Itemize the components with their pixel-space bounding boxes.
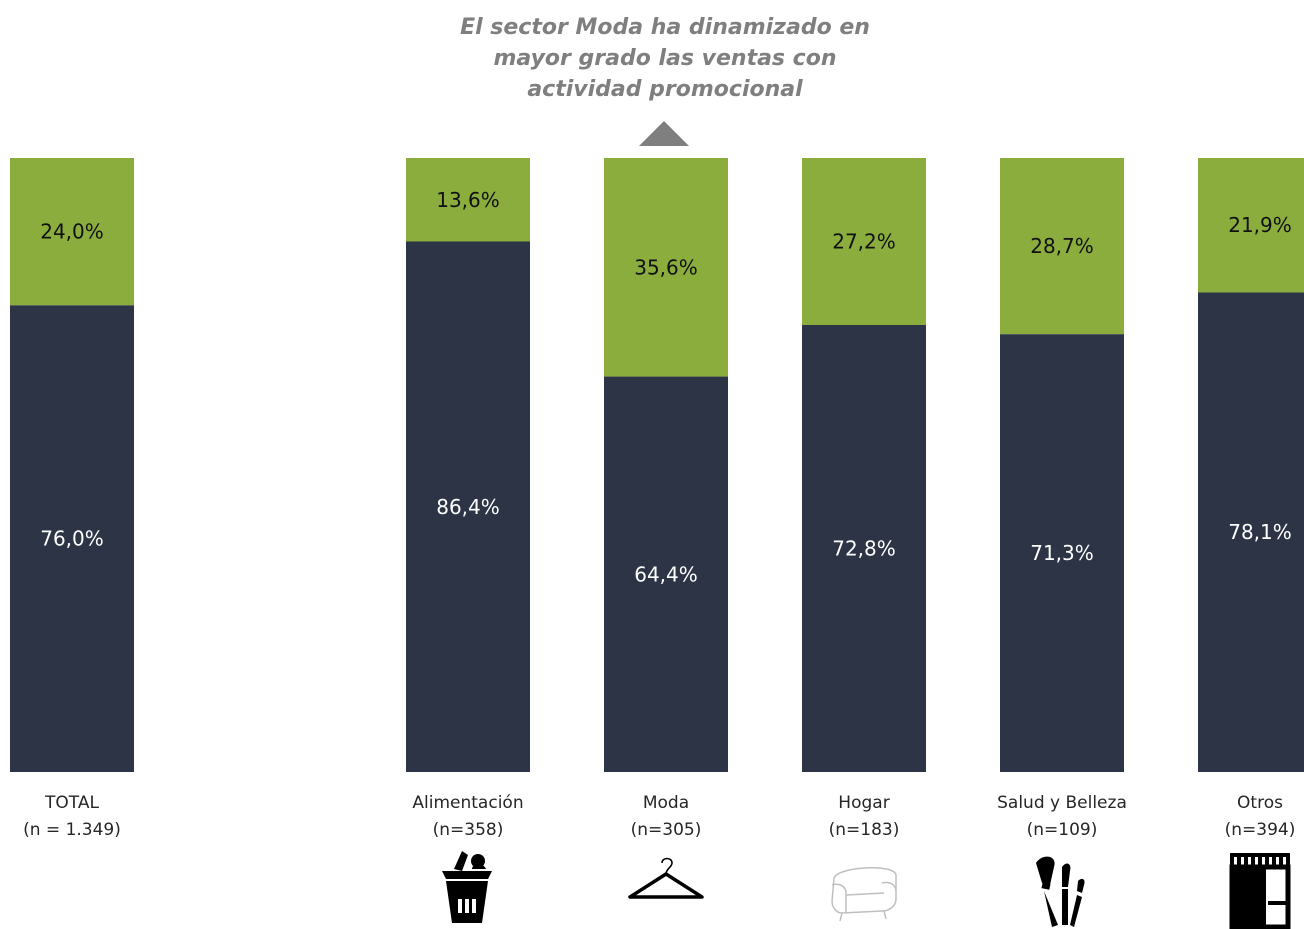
bar-segment-bottom-1: [406, 241, 530, 772]
category-label-hogar: Hogar (n=183): [774, 790, 954, 844]
bar-segment-bottom-3: [802, 325, 926, 772]
makeup-brushes-icon: [1036, 856, 1085, 927]
bar-segment-bottom-0: [10, 305, 134, 772]
data-label-top-4: 28,7%: [1030, 234, 1094, 258]
category-name: Moda: [642, 793, 690, 813]
category-label-salud-belleza: Salud y Belleza (n=109): [972, 790, 1152, 844]
category-label-moda: Moda (n=305): [576, 790, 756, 844]
data-label-top-2: 35,6%: [634, 255, 698, 279]
bar-segment-top-5: [1198, 158, 1304, 293]
bar-segment-top-4: [1000, 158, 1124, 335]
category-name: Salud y Belleza: [997, 793, 1127, 813]
bar-segment-bottom-4: [1000, 334, 1124, 772]
category-label-alimentacion: Alimentación (n=358): [378, 790, 558, 844]
data-label-top-0: 24,0%: [40, 220, 104, 244]
data-label-bottom-4: 71,3%: [1030, 541, 1094, 565]
storefront-icon: [1229, 853, 1291, 929]
category-name: Otros: [1237, 793, 1283, 813]
data-label-bottom-3: 72,8%: [832, 537, 896, 561]
sample-size: (n=183): [828, 820, 900, 840]
category-label-otros: Otros (n=394): [1170, 790, 1304, 844]
data-label-bottom-0: 76,0%: [40, 527, 104, 551]
data-label-top-5: 21,9%: [1228, 213, 1292, 237]
annotation-arrow-icon: [639, 121, 689, 146]
bar-segment-top-1: [406, 158, 530, 242]
data-label-bottom-2: 64,4%: [634, 562, 698, 586]
clothes-hanger-icon: [628, 857, 704, 899]
bar-segment-top-3: [802, 158, 926, 326]
category-name: TOTAL: [45, 793, 99, 813]
category-name: Hogar: [838, 793, 890, 813]
sample-size: (n=358): [432, 820, 504, 840]
bar-segment-top-0: [10, 158, 134, 306]
data-label-bottom-5: 78,1%: [1228, 520, 1292, 544]
sample-size: (n=109): [1026, 820, 1098, 840]
sofa-icon: [831, 867, 897, 922]
annotation-line-1: El sector Moda ha dinamizado en: [460, 15, 870, 40]
annotation-text: El sector Moda ha dinamizado en mayor gr…: [440, 12, 890, 105]
data-label-top-1: 13,6%: [436, 188, 500, 212]
bar-segment-bottom-5: [1198, 292, 1304, 772]
sample-size: (n=305): [630, 820, 702, 840]
category-label-total: TOTAL (n = 1.349): [0, 790, 162, 844]
category-name: Alimentación: [412, 793, 524, 813]
bar-segment-top-2: [604, 158, 728, 377]
data-label-bottom-1: 86,4%: [436, 495, 500, 519]
sample-size: (n=394): [1224, 820, 1296, 840]
data-label-top-3: 27,2%: [832, 230, 896, 254]
annotation-line-3: actividad promocional: [527, 77, 803, 102]
shopping-basket-icon: [442, 851, 492, 923]
sample-size: (n = 1.349): [23, 820, 121, 840]
annotation-line-2: mayor grado las ventas con: [493, 46, 837, 71]
bar-segment-bottom-2: [604, 376, 728, 772]
